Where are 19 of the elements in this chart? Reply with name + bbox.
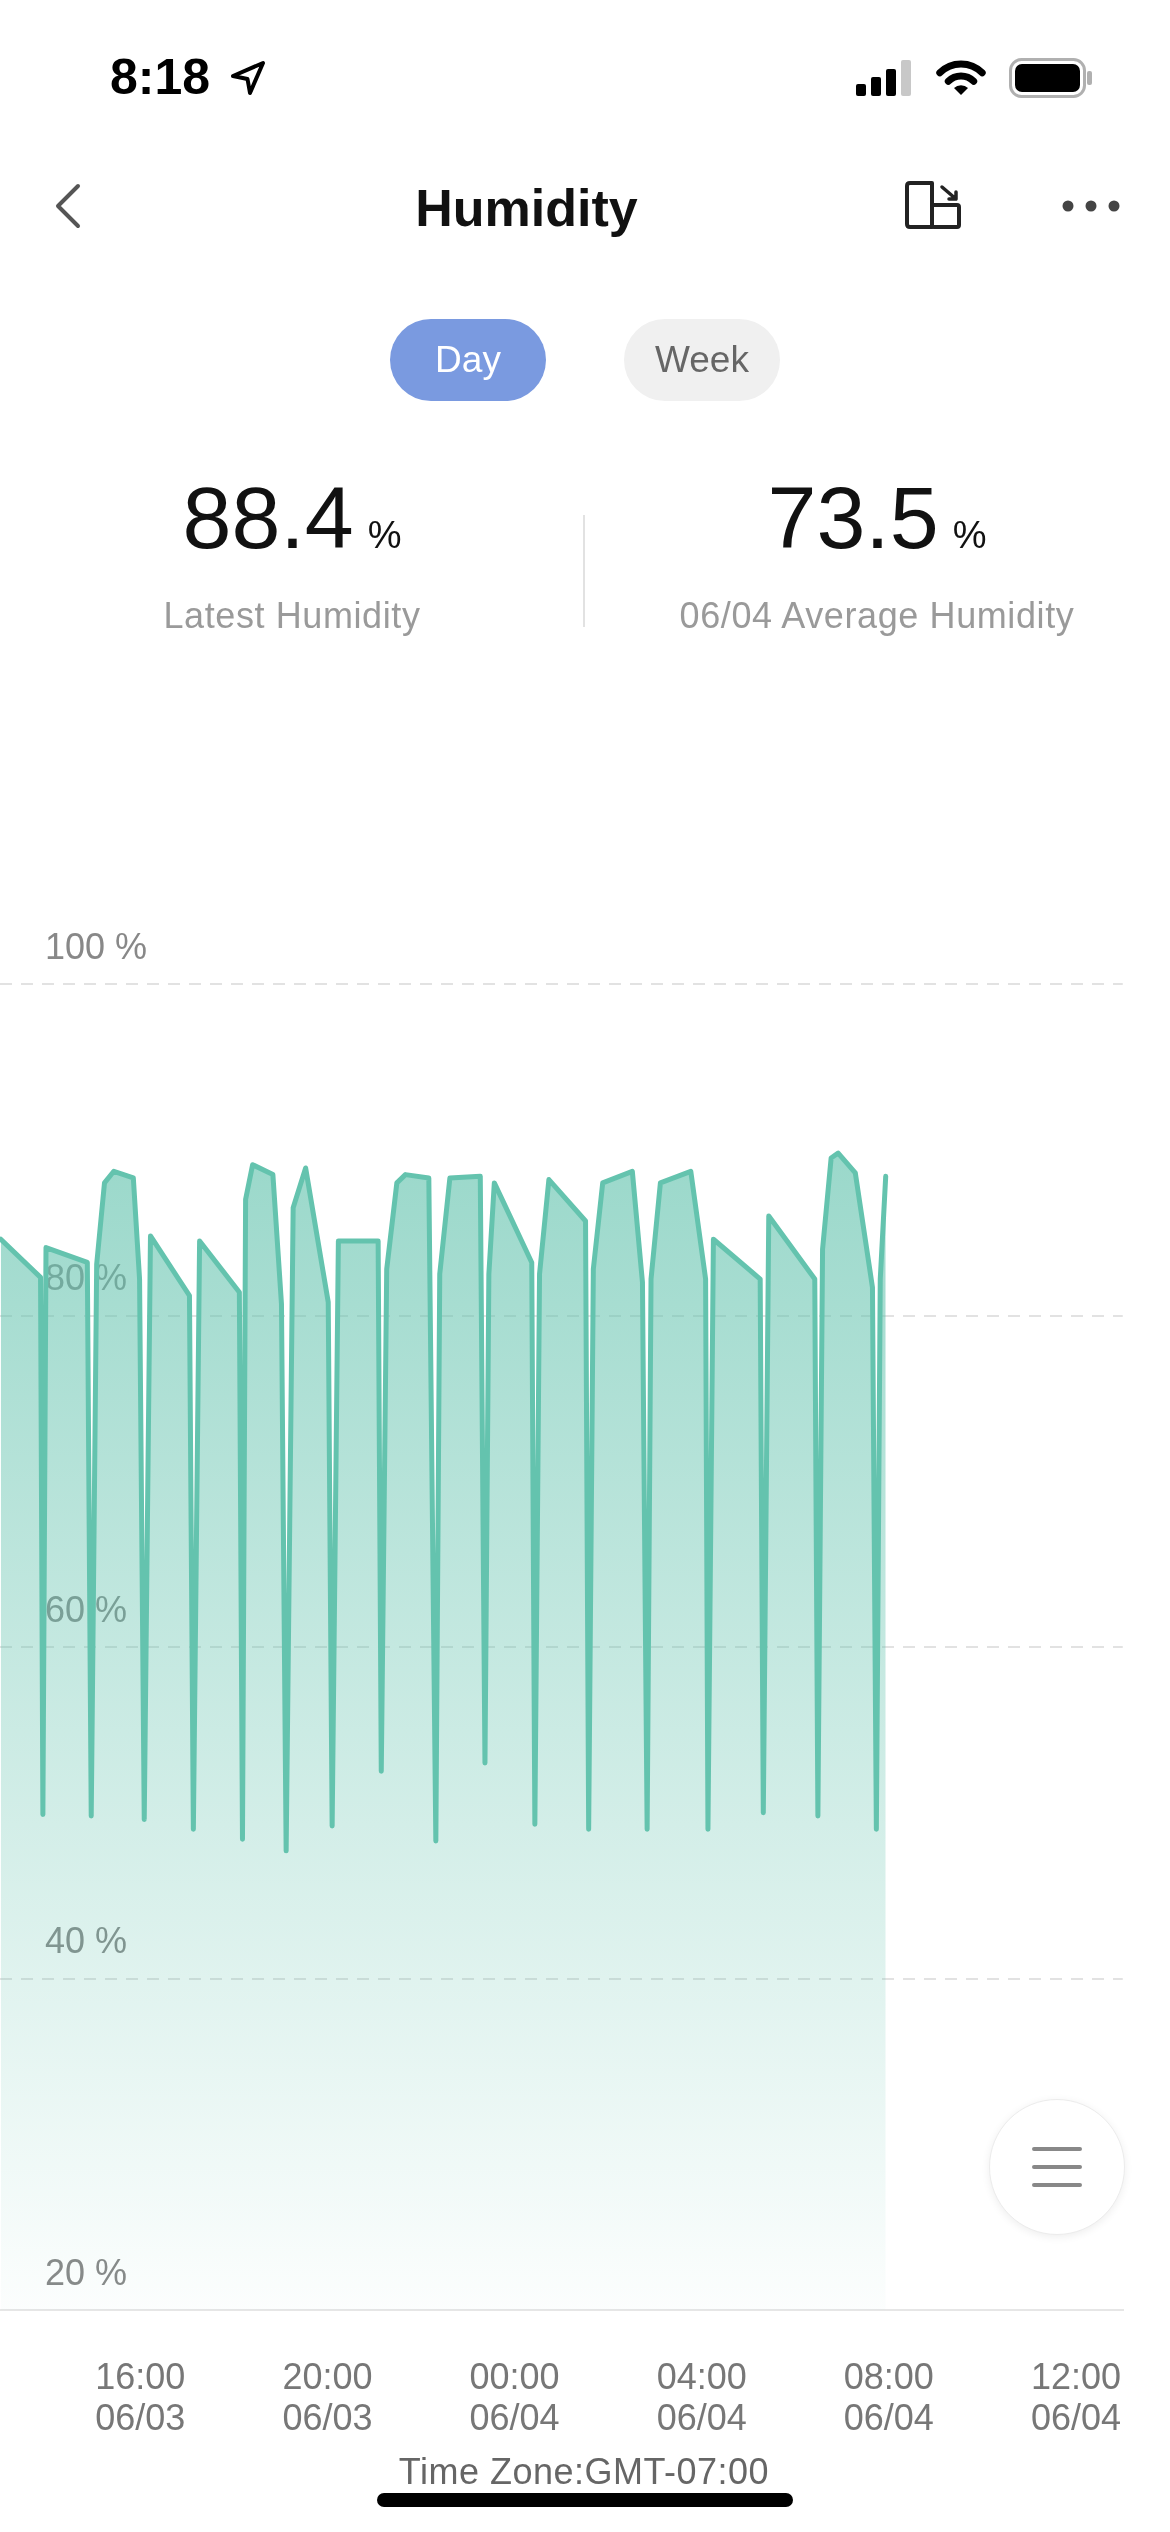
x-tick-label: 16:00 06/03 <box>95 2356 186 2439</box>
text: % <box>952 514 987 556</box>
text: % <box>367 514 402 556</box>
x-tick-label: 00:00 06/04 <box>469 2356 560 2439</box>
chart-title: Humidity <box>414 178 639 238</box>
text: Latest Humidity <box>162 595 422 637</box>
y-tick-label: 100 % <box>45 925 148 967</box>
text: 06/04 Average Humidity <box>678 595 1076 637</box>
y-tick-label: 20 % <box>45 2251 128 2293</box>
x-tick-label: 04:00 06/04 <box>656 2356 747 2439</box>
text: 8:18 <box>110 49 211 105</box>
x-tick-label: 12:00 06/04 <box>1030 2356 1121 2439</box>
text: 88.4 <box>182 468 354 567</box>
text: 73.5 <box>767 468 939 567</box>
y-tick-label: 40 % <box>45 1920 128 1962</box>
text: Time Zone:GMT-07:00 <box>397 2451 771 2493</box>
x-tick-label: 20:00 06/03 <box>282 2356 373 2439</box>
y-tick-label: 60 % <box>45 1588 128 1630</box>
x-tick-label: 08:00 06/04 <box>843 2356 934 2439</box>
